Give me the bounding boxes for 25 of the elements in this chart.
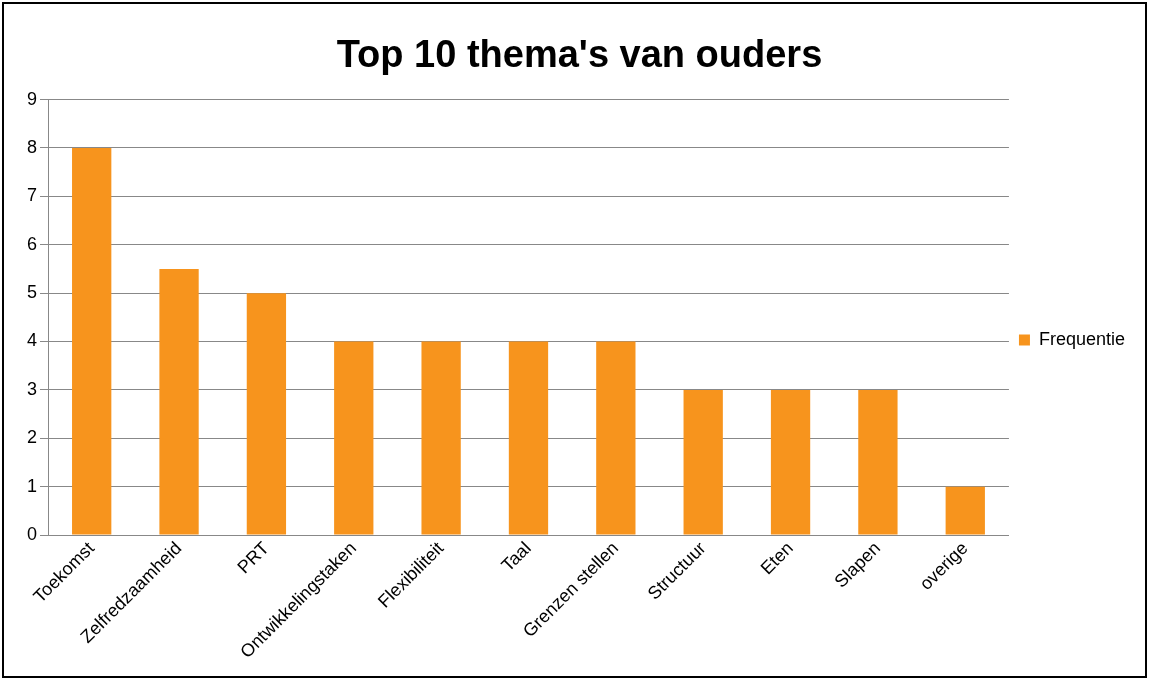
legend-label: Frequentie: [1038, 328, 1126, 349]
bar: [246, 293, 287, 535]
bar: [858, 389, 898, 535]
y-tick-label: 2: [27, 427, 38, 448]
y-tick-label: 0: [27, 524, 38, 545]
bar: [159, 268, 199, 535]
bar: [596, 341, 636, 535]
x-tick-label: Taal: [497, 537, 535, 576]
chart-title: Top 10 thema's van ouders: [336, 33, 823, 76]
y-tick-label: 6: [27, 233, 38, 254]
bar: [72, 147, 112, 535]
y-tick-label: 1: [27, 475, 38, 496]
x-tick-label: Eten: [756, 537, 797, 579]
bar: [334, 341, 374, 535]
bar: [683, 389, 723, 535]
y-tick-label: 3: [27, 378, 38, 399]
y-tick-label: 8: [27, 136, 38, 157]
bar: [945, 486, 985, 535]
bar: [421, 341, 461, 535]
bar: [770, 389, 811, 535]
y-tick-label: 5: [27, 282, 38, 303]
y-tick-label: 9: [27, 88, 38, 109]
y-tick-label: 4: [27, 330, 38, 351]
bar: [508, 341, 549, 535]
y-tick-label: 7: [27, 185, 38, 206]
